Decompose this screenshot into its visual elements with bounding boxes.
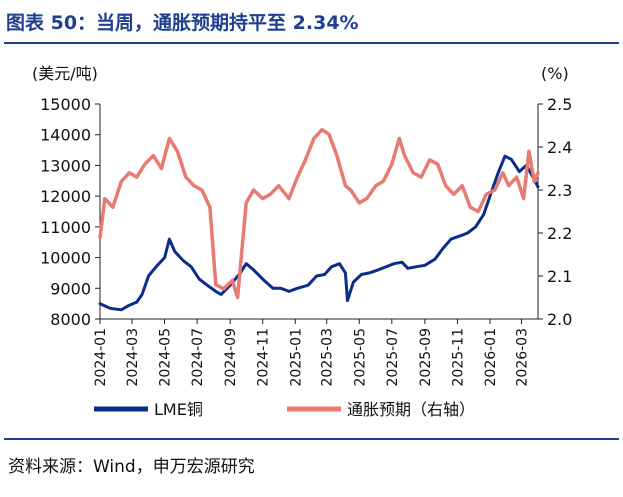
title-divider <box>4 42 619 44</box>
legend-lme-copper-label: LME铜 <box>154 400 203 419</box>
x-tick-label: 2026-03 <box>514 328 530 387</box>
source-note: 资料来源：Wind，申万宏源研究 <box>8 457 255 477</box>
right-tick-label: 2.1 <box>547 267 572 286</box>
x-tick-label: 2024-09 <box>223 328 239 387</box>
left-tick-label: 9000 <box>50 279 91 298</box>
x-tick-label: 2026-01 <box>483 328 499 387</box>
right-axis-unit: (%) <box>541 64 569 83</box>
x-tick-label: 2025-11 <box>450 328 466 387</box>
left-tick-label: 15000 <box>40 95 91 114</box>
x-tick-label: 2024-05 <box>158 328 174 387</box>
x-tick-label: 2024-11 <box>256 328 272 387</box>
x-tick-label: 2025-03 <box>320 328 336 387</box>
axes-group: 8000 9000 10000 11000 12000 13000 14000 15000 2.… <box>32 64 572 387</box>
right-tick-label: 2.4 <box>547 138 572 157</box>
lme-copper-line <box>98 154 540 312</box>
x-tick-label: 2025-01 <box>288 328 304 387</box>
footer-divider <box>4 438 619 440</box>
legend-group: LME铜 通胀预期（右轴） <box>94 400 475 419</box>
right-tick-label: 2.2 <box>547 224 572 243</box>
left-tick-label: 11000 <box>40 218 91 237</box>
x-tick-label: 2025-07 <box>385 328 401 387</box>
left-tick-label: 13000 <box>40 156 91 175</box>
x-tick-label: 2024-03 <box>125 328 141 387</box>
left-tick-label: 8000 <box>50 310 91 329</box>
left-tick-label: 10000 <box>40 249 91 268</box>
inflation-expectation-line <box>98 128 540 300</box>
x-tick-label: 2024-01 <box>93 328 109 387</box>
x-tick-label: 2025-05 <box>352 328 368 387</box>
left-axis-unit: (美元/吨) <box>32 64 98 83</box>
series-group <box>98 128 540 312</box>
legend-inflation-expectation-label: 通胀预期（右轴） <box>347 400 475 419</box>
chart-title: 图表 50：当周，通胀预期持平至 2.34% <box>6 12 359 34</box>
left-tick-label: 14000 <box>40 126 91 145</box>
right-tick-label: 2.0 <box>547 310 572 329</box>
x-tick-label: 2025-09 <box>418 328 434 387</box>
x-tick-label: 2024-07 <box>190 328 206 387</box>
right-tick-label: 2.3 <box>547 181 572 200</box>
right-tick-label: 2.5 <box>547 95 572 114</box>
left-tick-label: 12000 <box>40 187 91 206</box>
